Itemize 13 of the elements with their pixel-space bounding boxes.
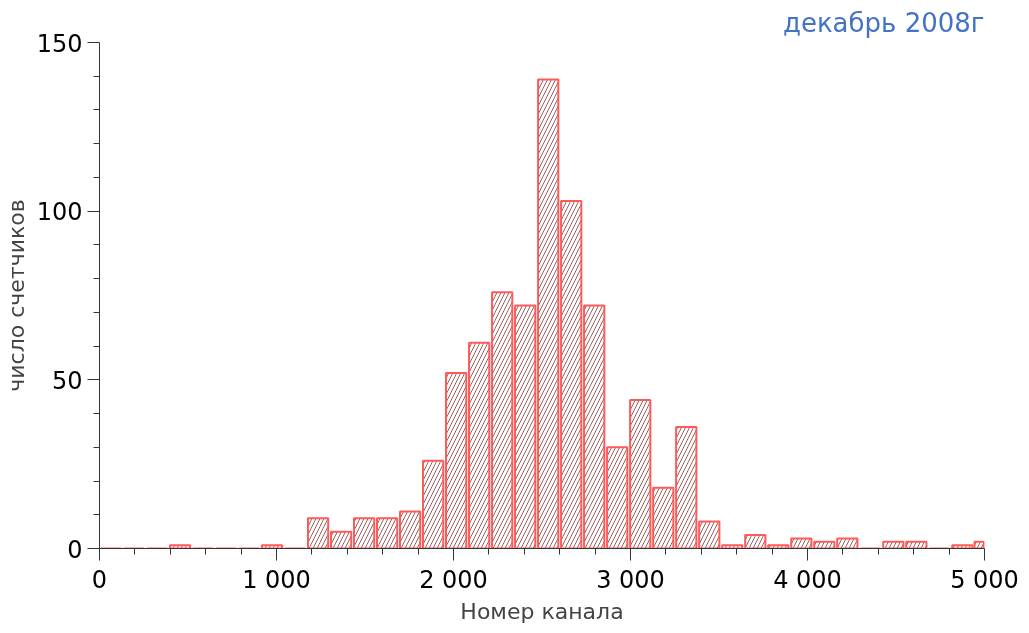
x-tick-label: 4 000 xyxy=(773,565,842,594)
x-tick-label: 5 000 xyxy=(950,565,1019,594)
x-tick-label: 0 xyxy=(91,565,108,594)
y-tick-label: 150 xyxy=(36,29,83,58)
x-axis-title: Номер канала xyxy=(460,598,624,624)
x-tick-label: 3 000 xyxy=(596,565,665,594)
y-tick-label: 100 xyxy=(36,198,83,227)
x-tick-label: 1 000 xyxy=(242,565,311,594)
y-tick-label: 0 xyxy=(67,535,83,564)
y-tick-label: 50 xyxy=(51,366,83,395)
x-tick-label: 2 000 xyxy=(419,565,488,594)
chart-title: декабрь 2008г xyxy=(782,7,985,38)
y-axis-title: число счетчиков xyxy=(3,199,29,392)
